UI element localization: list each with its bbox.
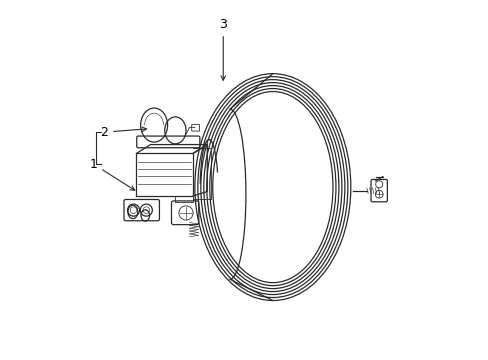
Text: 1: 1 — [89, 158, 135, 190]
Text: 3: 3 — [219, 18, 227, 80]
Text: 2: 2 — [100, 126, 146, 139]
